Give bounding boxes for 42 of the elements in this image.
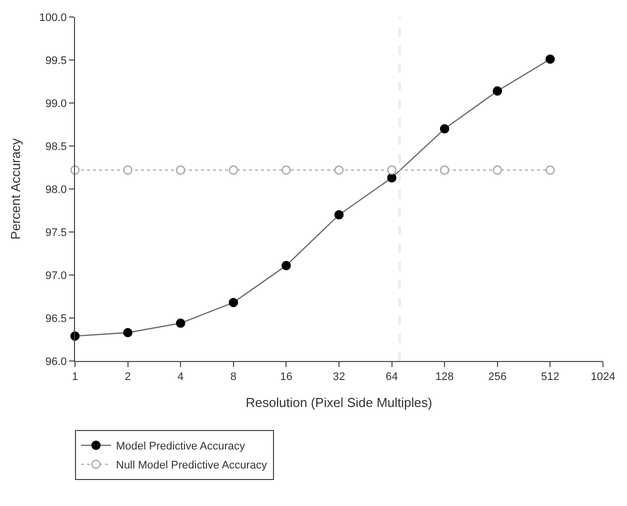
y-tick-label: 97.0	[45, 270, 67, 282]
x-tick-label: 64	[386, 371, 398, 384]
y-tick-label: 96.5	[45, 312, 67, 325]
point	[282, 165, 291, 175]
x-tick-label: 1024	[590, 371, 616, 384]
point	[334, 210, 344, 220]
point	[440, 124, 450, 134]
point	[282, 260, 291, 270]
point	[123, 165, 132, 175]
legend-label: Null Model Predictive Accuracy	[116, 460, 268, 472]
x-tick-label: 512	[541, 371, 560, 384]
point	[492, 165, 502, 175]
y-axis-title: Percent Accuracy	[8, 138, 24, 240]
point	[123, 328, 132, 338]
y-tick-label: 97.5	[45, 226, 67, 239]
point	[546, 165, 555, 175]
x-tick-label: 16	[280, 371, 292, 384]
y-tick-label: 98.5	[45, 140, 67, 153]
x-tick-label: 128	[435, 371, 454, 384]
point	[387, 165, 396, 175]
x-tick-label: 2	[124, 371, 131, 384]
y-tick-label: 99.5	[45, 54, 67, 67]
y-tick-label: 100.0	[39, 12, 67, 24]
y-tick-label: 98.0	[45, 184, 67, 196]
y-tick-label: 99.0	[45, 98, 67, 110]
point	[492, 86, 502, 96]
y-tick-label: 96.0	[45, 356, 67, 368]
x-tick-label: 32	[332, 371, 346, 384]
point	[440, 165, 450, 175]
point	[176, 165, 186, 175]
x-tick-label: 256	[488, 371, 507, 384]
x-tick-label: 1	[72, 371, 78, 384]
x-axis-title: Resolution (Pixel Side Multiples)	[246, 394, 432, 410]
point	[546, 54, 555, 64]
point	[228, 165, 238, 175]
legend-label: Model Predictive Accuracy	[116, 440, 246, 453]
point	[176, 318, 186, 328]
point	[228, 298, 238, 308]
point	[334, 165, 344, 175]
point	[387, 173, 396, 182]
x-tick-label: 4	[178, 371, 184, 384]
x-tick-label: 8	[230, 371, 236, 384]
